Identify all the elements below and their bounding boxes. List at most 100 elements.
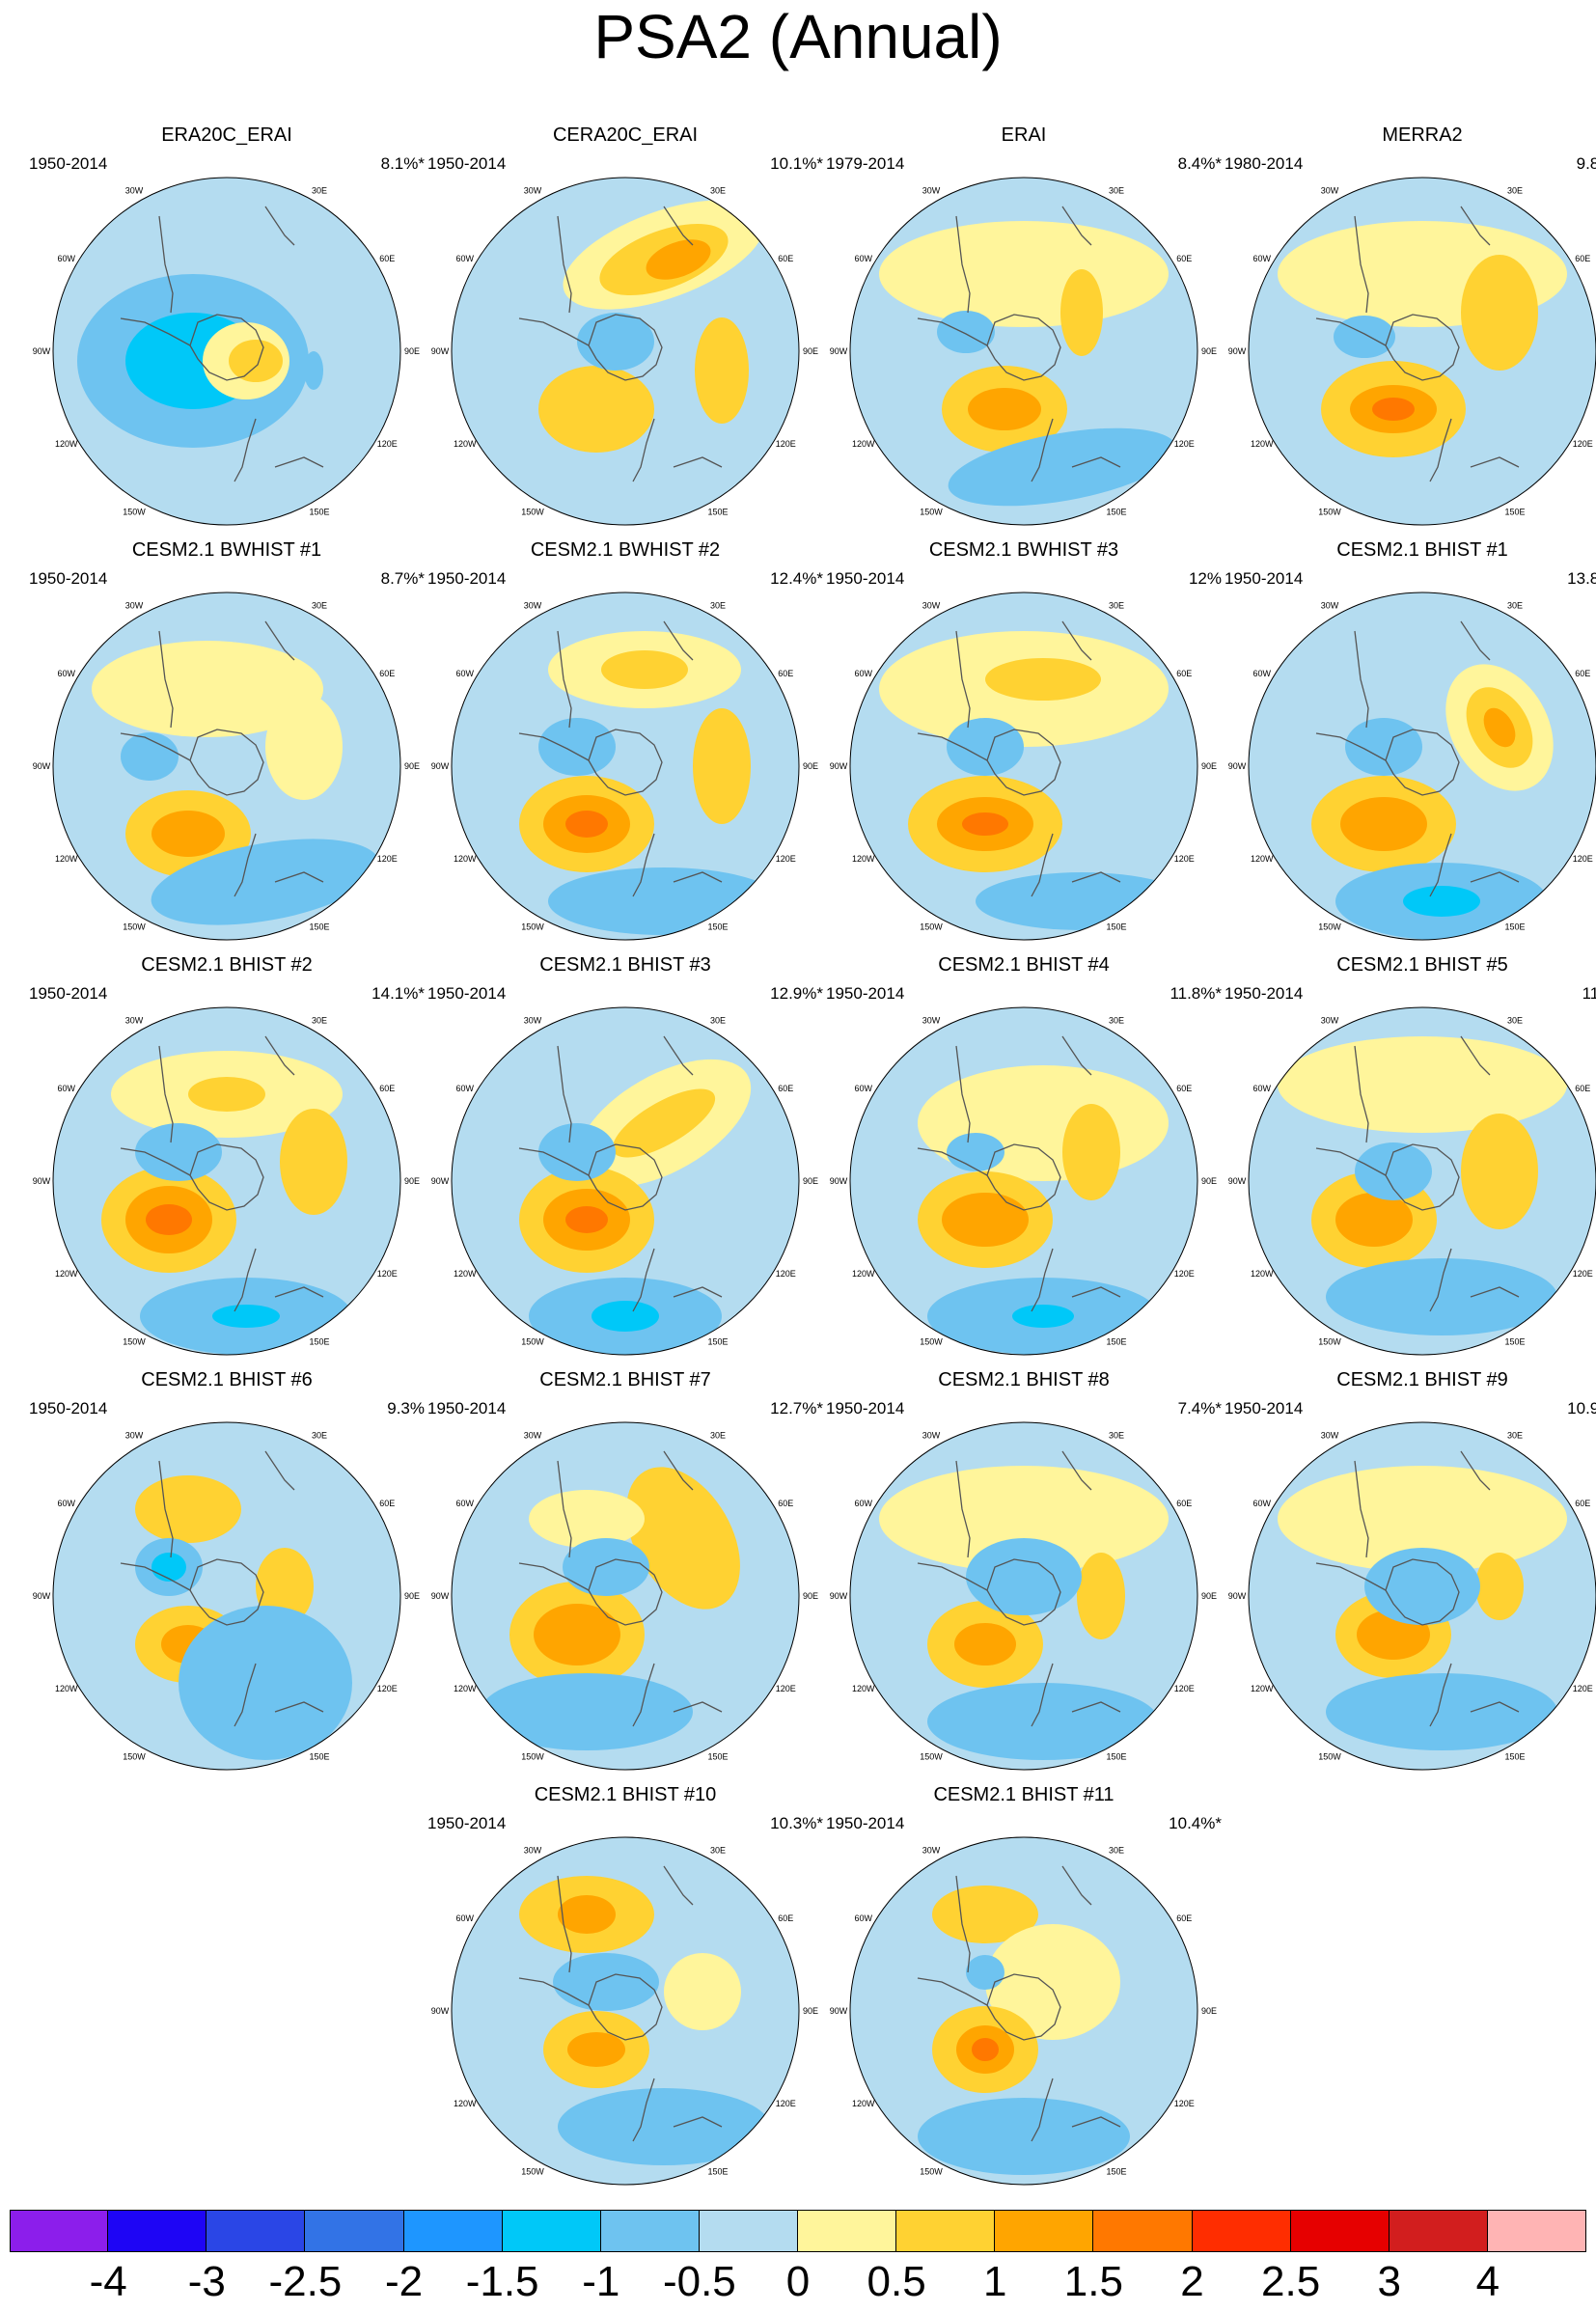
longitude-tick-label: 30E (312, 186, 327, 196)
coastline (1429, 1248, 1452, 1312)
longitude-tick-label: 120E (377, 854, 398, 864)
longitude-tick-label: 60W (1252, 254, 1271, 263)
longitude-tick-label: 120W (55, 439, 78, 449)
panel-title: CESM2.1 BWHIST #3 (928, 539, 1119, 561)
panel-title: CESM2.1 BWHIST #2 (530, 539, 721, 561)
panel-title: CESM2.1 BHIST #2 (141, 954, 313, 976)
coastline (1385, 314, 1460, 381)
longitude-tick-label: 150W (123, 1336, 146, 1346)
polar-stereographic-map: 030E60E90E120E150E180150W120W90W60W30W (431, 1836, 818, 2186)
map-panel: CESM2.1 BHIST #71950-201412.7%*030E60E90… (427, 1368, 823, 1774)
longitude-tick-label: 30W (524, 1846, 542, 1856)
contour-region (1326, 1673, 1557, 1750)
panel-title: CESM2.1 BHIST #6 (141, 1369, 313, 1390)
polar-stereographic-map: 030E60E90E120E150E180150W120W90W60W30W (33, 1421, 420, 1771)
map-border (849, 592, 1198, 941)
contour-region (179, 1606, 352, 1760)
map-panels-grid: ERA20C_ERAI1950-20148.1%*030E60E90E120E1… (29, 124, 1596, 2186)
longitude-tick-label: 120W (1251, 854, 1274, 864)
contour-region (1403, 886, 1480, 917)
map-border (451, 1006, 800, 1356)
longitude-tick-label: 90W (830, 761, 848, 771)
longitude-tick-label: 30E (1507, 1016, 1523, 1026)
map-panel: CESM2.1 BWHIST #11950-20148.7%*030E60E90… (29, 538, 425, 944)
colorbar-swatch (502, 2210, 601, 2252)
panel-variance-percent: 10.9%* (1567, 1399, 1596, 1417)
colorbar-label: 0.5 (867, 2258, 926, 2305)
coastline (264, 1035, 295, 1076)
contour-region (664, 1953, 741, 2030)
longitude-tick-label: 60W (455, 1913, 474, 1923)
longitude-tick-label: 90E (1201, 1176, 1217, 1186)
coastline (1061, 1035, 1092, 1076)
coastline (158, 630, 174, 729)
coastline (1470, 1701, 1520, 1713)
coastline (1315, 1562, 1387, 1591)
longitude-tick-label: 90W (1228, 1176, 1247, 1186)
longitude-tick-label: 150E (309, 507, 329, 516)
contour-region (212, 1305, 280, 1328)
longitude-tick-label: 150W (521, 2166, 544, 2176)
contour-region (1372, 398, 1415, 421)
polar-stereographic-map: 030E60E90E120E150E180150W120W90W60W30W (33, 177, 420, 526)
contour-region (1062, 1104, 1120, 1200)
colorbar-label: -2 (384, 2258, 424, 2305)
panel-period: 1950-2014 (826, 569, 905, 588)
longitude-tick-label: 150W (920, 507, 943, 516)
contour-region (966, 1955, 1004, 1990)
contour-region (534, 1604, 620, 1665)
longitude-tick-label: 150E (1504, 507, 1525, 516)
longitude-tick-label: 120W (852, 1269, 875, 1279)
longitude-tick-label: 150E (1106, 507, 1126, 516)
longitude-tick-label: 90W (830, 2006, 848, 2016)
contour-region (1326, 1258, 1557, 1335)
map-border (1248, 592, 1596, 941)
panel-title: CESM2.1 BWHIST #1 (131, 539, 322, 561)
longitude-tick-label: 120E (1573, 1269, 1593, 1279)
coastline (189, 1143, 264, 1211)
longitude-tick-label: 150W (521, 922, 544, 931)
contour-region (481, 1673, 693, 1750)
longitude-tick-label: 30E (710, 1431, 726, 1441)
longitude-tick-label: 30E (1109, 1846, 1124, 1856)
panel-variance-percent: 8.1%* (380, 154, 425, 173)
coastline (663, 1035, 694, 1076)
polar-stereographic-map: 030E60E90E120E150E180150W120W90W60W30W (830, 1836, 1217, 2186)
coastline (264, 206, 295, 246)
longitude-tick-label: 120W (852, 1684, 875, 1693)
longitude-tick-label: 150E (1106, 1336, 1126, 1346)
panel-period: 1979-2014 (826, 154, 905, 173)
longitude-tick-label: 90E (803, 761, 818, 771)
coastline (663, 206, 694, 246)
contour-region (1461, 1114, 1538, 1229)
coastline (518, 317, 590, 346)
longitude-tick-label: 120W (852, 439, 875, 449)
contour-region (567, 2032, 625, 2067)
coastline (673, 2116, 723, 2128)
panel-title: CESM2.1 BHIST #4 (938, 954, 1110, 976)
longitude-tick-label: 60E (1575, 254, 1590, 263)
coastline (917, 1147, 988, 1176)
longitude-tick-label: 60W (57, 1084, 75, 1093)
map-border (52, 1006, 401, 1356)
panel-title: CESM2.1 BHIST #8 (938, 1369, 1110, 1390)
panel-variance-percent: 10.4%* (1169, 1814, 1222, 1832)
longitude-tick-label: 30W (1321, 186, 1339, 196)
longitude-tick-label: 30W (125, 186, 144, 196)
coastline (1315, 317, 1387, 346)
coastline (120, 732, 191, 761)
coastline (1460, 1450, 1491, 1491)
contour-region (538, 718, 616, 776)
panel-variance-percent: 11%* (1582, 984, 1596, 1003)
panel-period: 1950-2014 (427, 569, 507, 588)
coastline (264, 1450, 295, 1491)
longitude-tick-label: 120W (852, 2099, 875, 2108)
coastline (189, 729, 264, 796)
longitude-tick-label: 90W (431, 346, 450, 356)
longitude-tick-label: 60E (379, 1499, 395, 1508)
panel-period: 1950-2014 (1225, 984, 1304, 1003)
map-panel: ERAI1979-20148.4%*030E60E90E120E150E1801… (826, 124, 1222, 529)
coastline (1460, 620, 1491, 661)
panel-title: CESM2.1 BHIST #11 (933, 1784, 1114, 1805)
contour-region (188, 1077, 265, 1112)
